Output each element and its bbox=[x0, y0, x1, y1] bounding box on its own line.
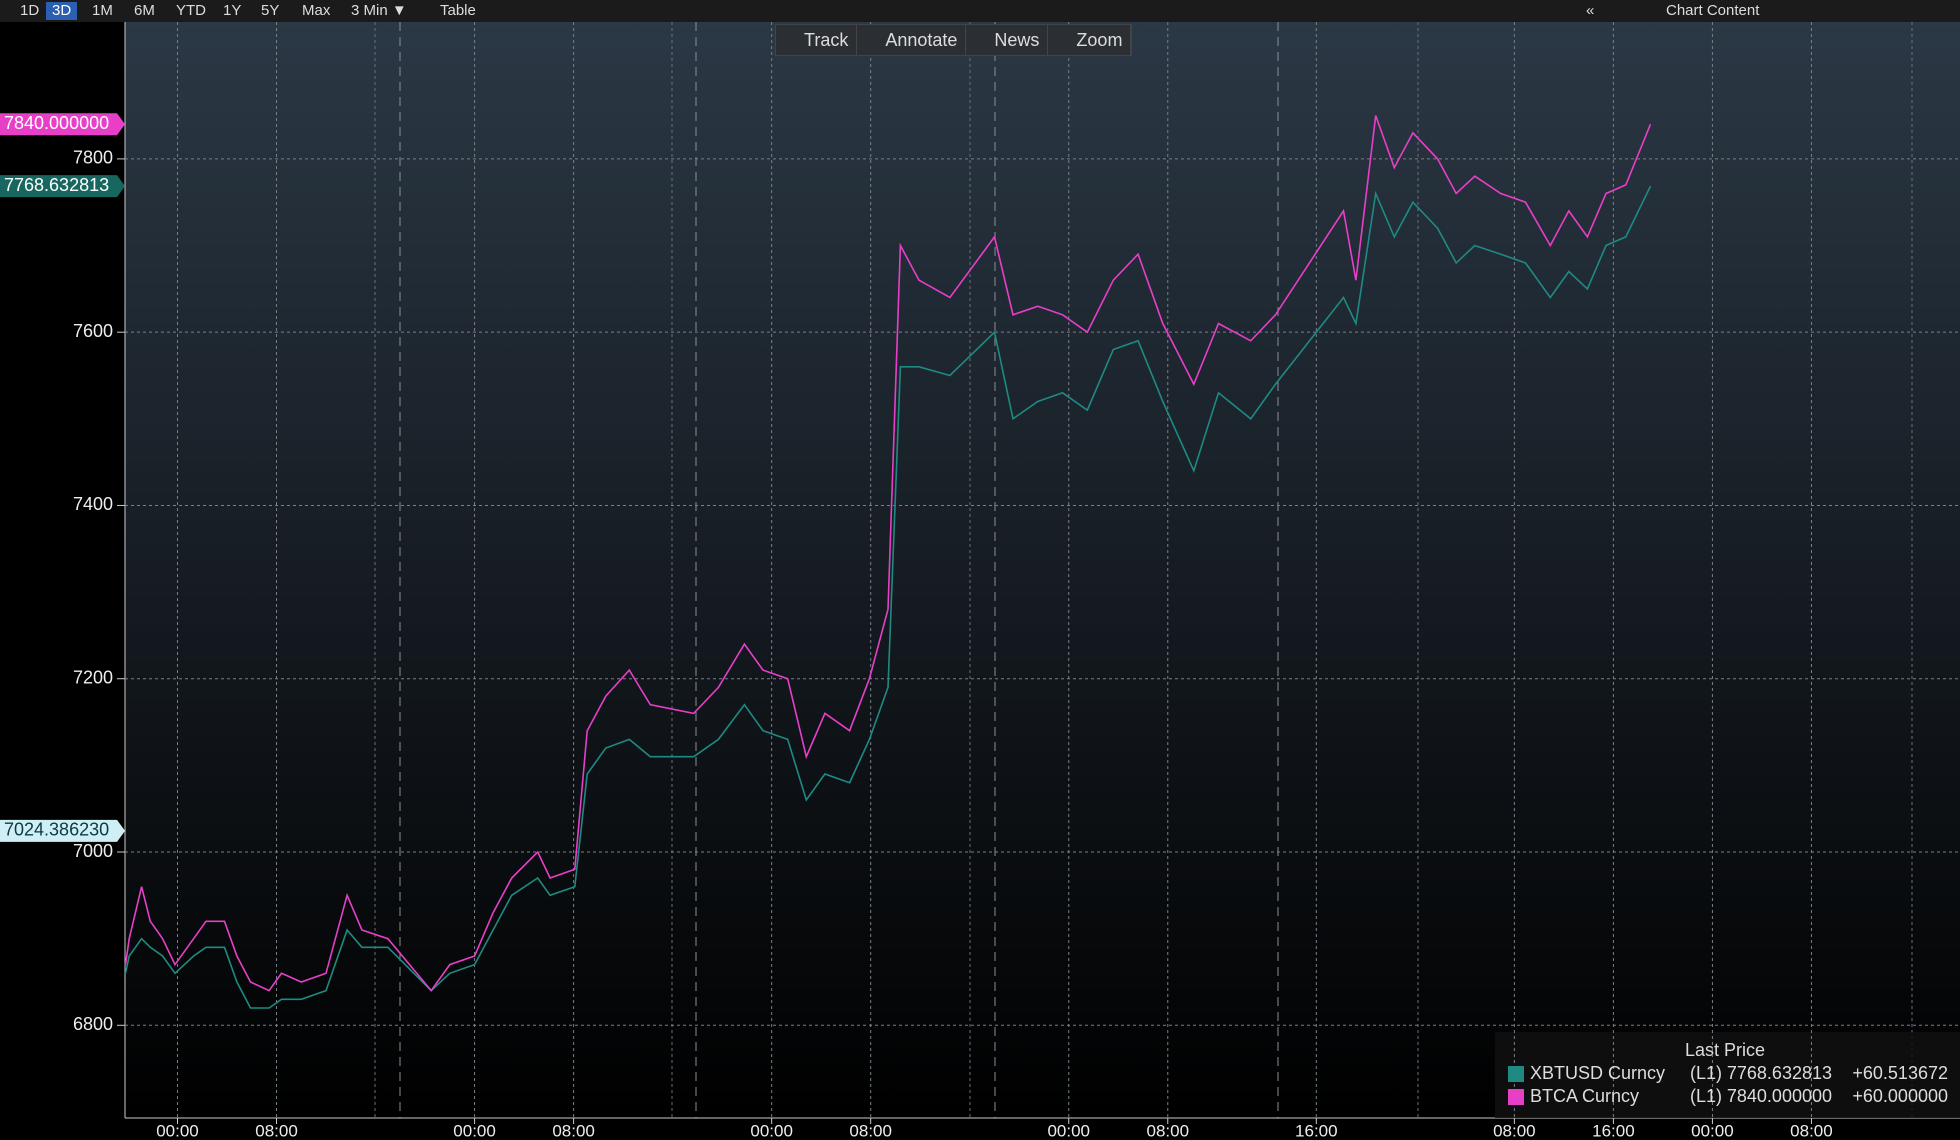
x-tick-label: 16:00 bbox=[1295, 1121, 1338, 1140]
chart-tool[interactable]: Annotate bbox=[857, 25, 967, 55]
x-tick-label: 08:00 bbox=[1146, 1121, 1189, 1140]
period-button[interactable]: 6M bbox=[134, 2, 155, 19]
toolbar: 1D 3D 1M 6M YTD 1Y 5Y Max 3 Min ▼ Table « Chart Con… bbox=[0, 0, 1960, 22]
x-tick-label: 08:00 bbox=[849, 1121, 892, 1140]
x-tick-label: 00:00 bbox=[1047, 1121, 1090, 1140]
period-button[interactable]: 1D bbox=[20, 2, 40, 19]
toolbar-right-button[interactable]: « bbox=[1586, 2, 1595, 19]
period-button[interactable]: Max bbox=[302, 2, 331, 19]
period-button[interactable]: 1M bbox=[92, 2, 113, 19]
plot-area bbox=[125, 22, 1960, 1118]
last-price-flag-bg bbox=[0, 175, 125, 198]
y-tick-label: 7400 bbox=[73, 494, 113, 514]
legend-last: 7768.632813 bbox=[1727, 1063, 1832, 1083]
period-button[interactable]: 3D bbox=[46, 2, 78, 20]
y-tick-label: 7600 bbox=[73, 321, 113, 341]
legend-last: 7840.000000 bbox=[1727, 1086, 1832, 1106]
period-button[interactable]: 3 Min ▼ bbox=[351, 2, 407, 19]
reference-flag-bg bbox=[0, 819, 125, 842]
last-price-flag-bg bbox=[0, 113, 125, 136]
chart: Last Price 6800 7000 7200 7400 7600 7800 00:00… bbox=[0, 22, 1960, 1140]
session-lines bbox=[399, 22, 1279, 1118]
minor-grid bbox=[374, 22, 1913, 1118]
legend-axis: (L1) bbox=[1690, 1063, 1722, 1083]
y-tick-label: 7000 bbox=[73, 841, 113, 861]
last-price-flag: 7768.632813 bbox=[4, 175, 109, 195]
legend-axis: (L1) bbox=[1690, 1086, 1722, 1106]
chart-tool[interactable]: Zoom bbox=[1048, 25, 1132, 55]
x-tick-label: 16:00 bbox=[1592, 1121, 1635, 1140]
x-tick-label: 08:00 bbox=[1790, 1121, 1833, 1140]
y-tick-label: 7800 bbox=[73, 148, 113, 168]
reference-flag: 7024.386230 bbox=[4, 820, 109, 840]
last-price-flag: 7840.000000 bbox=[4, 113, 109, 133]
period-button[interactable]: 5Y bbox=[261, 2, 280, 19]
legend-change: +60.513672 bbox=[1852, 1063, 1948, 1083]
legend-name: BTCA Curncy bbox=[1530, 1086, 1639, 1106]
series-line bbox=[124, 185, 1652, 1009]
chart-tool[interactable]: News bbox=[966, 25, 1049, 55]
series-line bbox=[124, 115, 1652, 992]
x-tick-label: 00:00 bbox=[453, 1121, 496, 1140]
period-button[interactable]: YTD bbox=[176, 2, 206, 19]
chart-tools: Track Annotate News Zoom bbox=[775, 24, 1133, 56]
x-tick-label: 00:00 bbox=[750, 1121, 793, 1140]
legend-change: +60.000000 bbox=[1852, 1086, 1948, 1106]
legend-swatch bbox=[1508, 1089, 1524, 1105]
toolbar-right-button[interactable]: Chart Content bbox=[1666, 2, 1760, 19]
period-button[interactable]: Table bbox=[440, 2, 476, 19]
x-tick-label: 08:00 bbox=[552, 1121, 595, 1140]
y-tick-label: 7200 bbox=[73, 667, 113, 687]
legend-name: XBTUSD Curncy bbox=[1530, 1063, 1665, 1083]
x-tick-label: 08:00 bbox=[255, 1121, 298, 1140]
y-tick-label: 6800 bbox=[73, 1014, 113, 1034]
x-tick-label: 00:00 bbox=[156, 1121, 199, 1140]
chart-tool[interactable]: Track bbox=[776, 25, 858, 55]
period-button[interactable]: 1Y bbox=[223, 2, 242, 19]
legend-title: Last Price bbox=[1685, 1040, 1765, 1060]
x-tick-label: 08:00 bbox=[1493, 1121, 1536, 1140]
legend-swatch bbox=[1508, 1066, 1524, 1082]
legend-box bbox=[1495, 1032, 1960, 1118]
x-tick-label: 00:00 bbox=[1691, 1121, 1734, 1140]
